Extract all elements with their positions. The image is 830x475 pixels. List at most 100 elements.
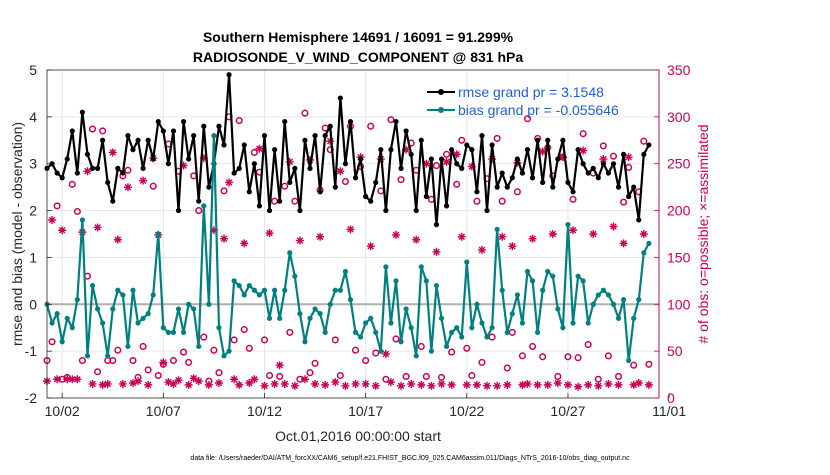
- bias-point: [347, 297, 354, 303]
- rmse-point: [84, 151, 91, 157]
- bias-point: [509, 311, 515, 317]
- possible-obs-marker: [397, 176, 405, 184]
- possible-obs-marker: [609, 152, 618, 160]
- bias-point: [474, 301, 480, 307]
- possible-obs-marker: [154, 371, 162, 380]
- rmse-point: [110, 198, 116, 204]
- bias-point: [287, 250, 293, 256]
- legend-rmse-label: rmse grand pr = 3.1548: [458, 84, 604, 100]
- assimilated-obs-marker: [422, 159, 431, 168]
- bias-point: [342, 268, 349, 275]
- bias-point: [120, 292, 126, 298]
- bias-point: [519, 320, 526, 326]
- bias-point: [170, 329, 177, 335]
- assimilated-obs-marker: [164, 378, 173, 387]
- rmse-point: [186, 156, 192, 162]
- assimilated-obs-marker: [493, 381, 502, 390]
- y-axis-label-right: # of obs: o=possible; ×=assimilated: [695, 124, 711, 343]
- legend-bias-marker: [438, 107, 444, 113]
- rmse-point: [196, 198, 202, 204]
- rmse-point: [413, 207, 419, 214]
- possible-obs-marker: [149, 182, 157, 190]
- bias-point: [266, 315, 273, 321]
- assimilated-obs-marker: [538, 147, 547, 156]
- rmse-point: [499, 170, 505, 176]
- possible-obs-marker: [503, 364, 511, 372]
- rmse-point: [459, 165, 465, 171]
- assimilated-obs-marker: [412, 235, 421, 244]
- assimilated-obs-marker: [533, 380, 542, 389]
- y-tick-label-right: 250: [667, 156, 691, 172]
- assimilated-obs-marker: [220, 234, 229, 243]
- bias-point: [610, 301, 617, 307]
- bias-point: [322, 329, 328, 335]
- series-layer: [43, 72, 653, 391]
- rmse-line: [46, 73, 650, 226]
- assimilated-obs-marker: [83, 167, 92, 176]
- rmse-point: [221, 142, 227, 148]
- possible-obs-marker: [99, 127, 107, 135]
- assimilated-obs-marker: [427, 381, 436, 390]
- rmse-point: [489, 142, 495, 148]
- rmse-point: [79, 109, 86, 115]
- rmse-point: [357, 156, 364, 162]
- assimilated-obs-marker: [366, 242, 375, 251]
- rmse-point: [646, 142, 652, 148]
- rmse-point: [555, 156, 561, 162]
- x-tick-label: 11/01: [652, 403, 686, 419]
- possible-obs-marker: [245, 344, 253, 352]
- assimilated-obs-marker: [629, 380, 638, 389]
- bias-point: [297, 311, 303, 317]
- rmse-point: [393, 118, 399, 125]
- possible-obs-marker: [518, 352, 526, 360]
- y-tick-label-right: 300: [667, 109, 691, 125]
- assimilated-obs-marker: [523, 379, 532, 388]
- bias-point: [105, 353, 111, 359]
- assimilated-obs-marker: [118, 379, 127, 388]
- bias-point: [631, 315, 637, 321]
- bias-point: [403, 306, 409, 312]
- bias-point: [620, 297, 627, 303]
- assimilated-obs-marker: [634, 379, 643, 388]
- rmse-point: [514, 156, 520, 162]
- possible-obs-marker: [443, 150, 451, 158]
- bias-point: [130, 287, 136, 293]
- assimilated-obs-marker: [558, 153, 567, 162]
- possible-obs-marker: [311, 359, 319, 367]
- legend-bias-label: bias grand pr = -0.055646: [458, 102, 619, 118]
- rmse-point: [641, 151, 647, 157]
- assimilated-obs-marker: [316, 232, 325, 241]
- possible-obs-marker: [493, 134, 501, 142]
- bias-point: [54, 311, 60, 317]
- possible-obs-marker: [250, 148, 258, 157]
- bias-point: [383, 264, 389, 270]
- possible-obs-marker: [230, 336, 238, 344]
- possible-obs-marker: [301, 109, 309, 117]
- assimilated-obs-marker: [245, 379, 254, 388]
- possible-obs-marker: [645, 360, 653, 368]
- assimilated-obs-marker: [386, 378, 395, 387]
- assimilated-obs-marker: [483, 381, 492, 390]
- assimilated-obs-marker: [48, 215, 57, 224]
- assimilated-obs-marker: [290, 381, 299, 390]
- rmse-point: [100, 137, 106, 143]
- rmse-point: [504, 184, 510, 190]
- assimilated-obs-marker: [199, 154, 208, 163]
- possible-obs-marker: [579, 130, 587, 138]
- bias-point: [535, 329, 541, 335]
- assimilated-obs-marker: [457, 232, 466, 241]
- bias-point: [79, 217, 86, 223]
- x-tick-label: 10/17: [348, 403, 383, 419]
- rmse-point: [418, 137, 424, 143]
- rmse-point: [89, 165, 96, 171]
- rmse-point: [433, 222, 440, 228]
- bias-point: [191, 306, 197, 312]
- assimilated-obs-marker: [209, 226, 218, 235]
- possible-obs-marker: [200, 333, 208, 341]
- bias-point: [201, 203, 207, 209]
- rmse-point: [261, 133, 268, 139]
- possible-obs-marker: [478, 358, 486, 366]
- rmse-point: [256, 203, 263, 209]
- possible-obs-marker: [260, 336, 269, 344]
- bias-point: [484, 334, 490, 340]
